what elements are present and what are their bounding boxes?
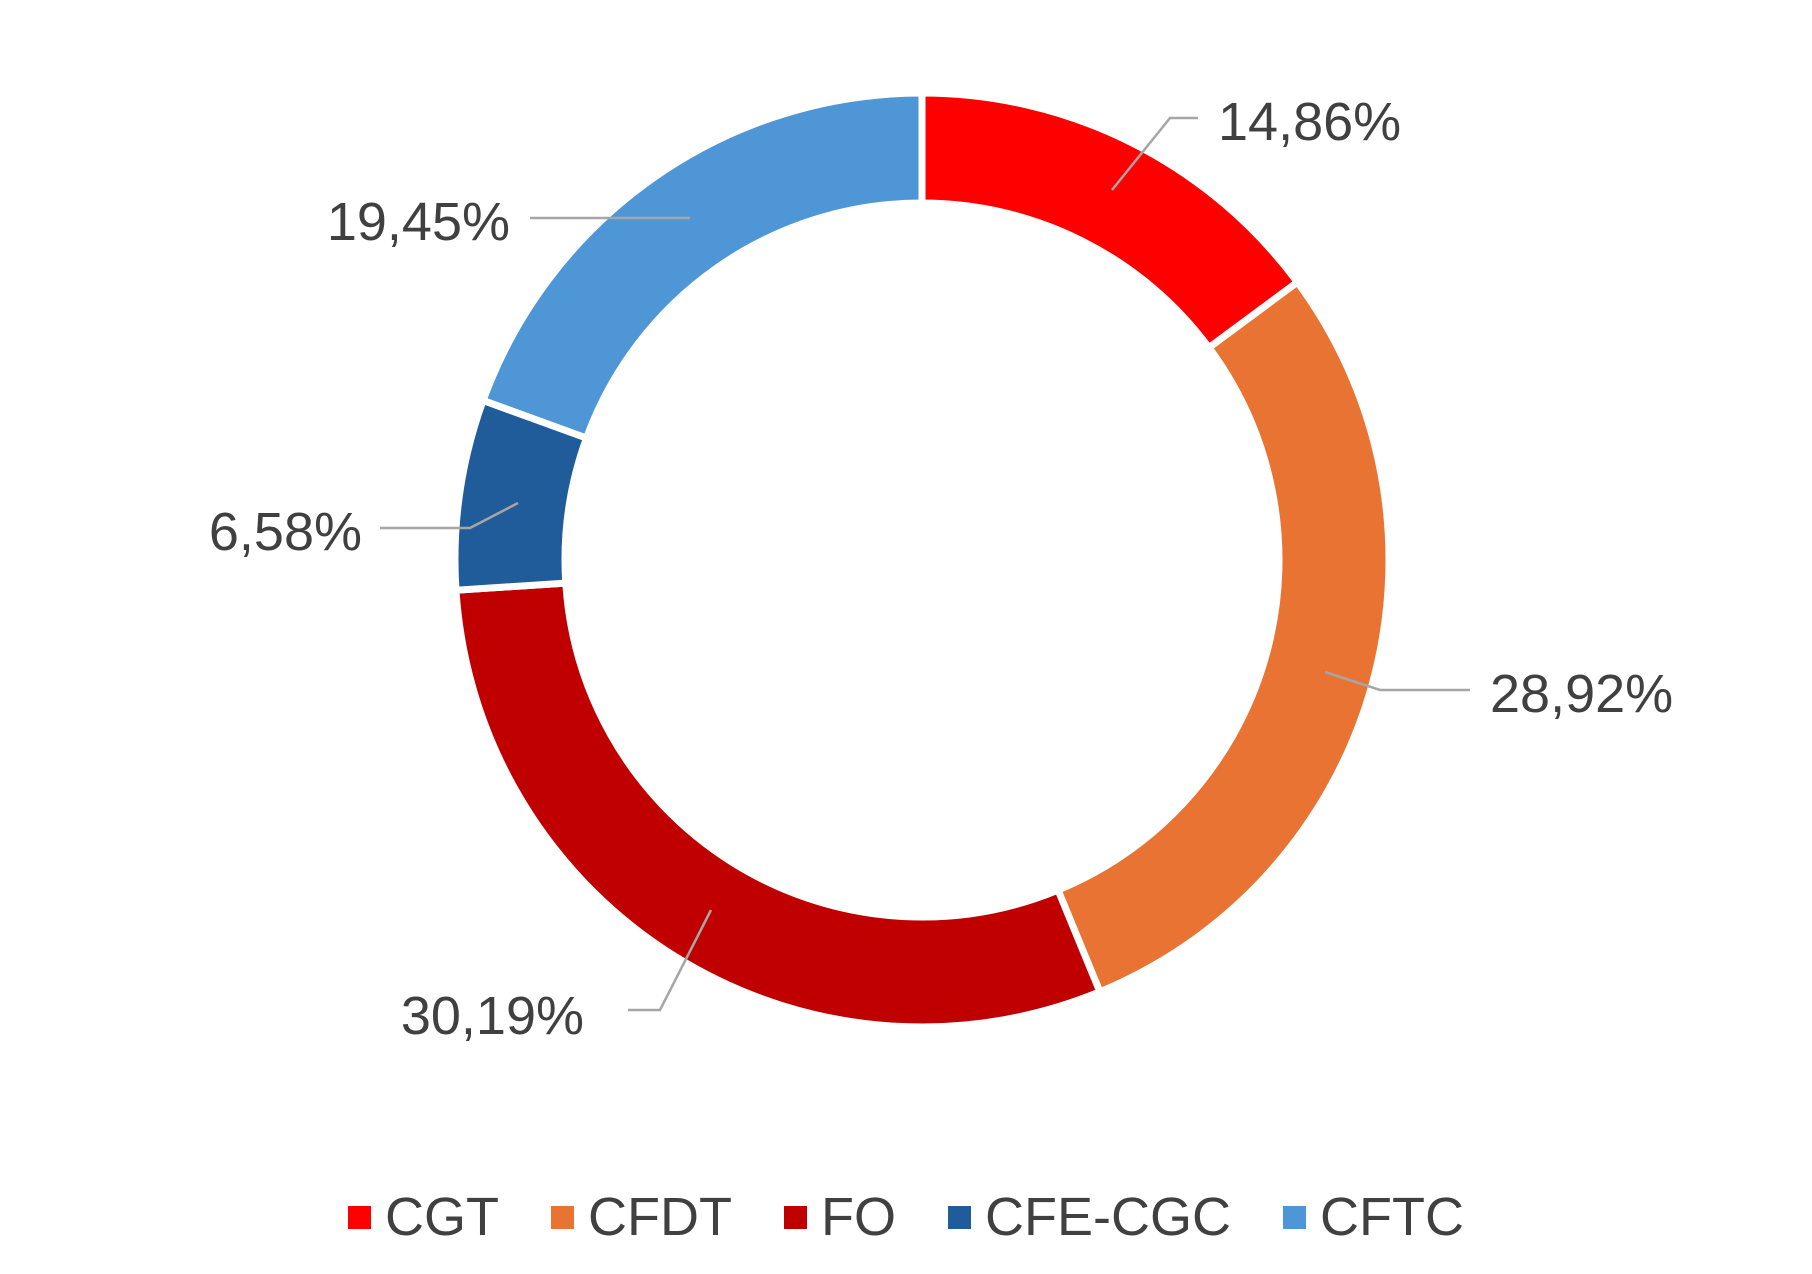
legend-item-fo: FO xyxy=(784,1190,896,1244)
data-labels-group: 14,86% 28,92% 30,19% 6,58% 19,45% xyxy=(209,92,1673,1046)
legend-item-cfe-cgc: CFE-CGC xyxy=(948,1190,1231,1244)
legend-swatch xyxy=(1282,1205,1306,1229)
legend-swatch xyxy=(948,1205,971,1229)
data-label-cfe-cgc: 6,58% xyxy=(209,502,362,562)
slice-fo xyxy=(452,579,1105,1031)
legend-swatch xyxy=(348,1205,372,1229)
leader-line-fo xyxy=(628,909,713,1012)
slice-cfdt xyxy=(1053,277,1393,997)
slices-group xyxy=(451,89,1393,1031)
data-label-cftc: 19,45% xyxy=(327,192,510,252)
legend-label: CGT xyxy=(385,1187,500,1247)
legend-swatch xyxy=(551,1205,575,1229)
leader-line-cfdt xyxy=(1324,670,1470,692)
legend-item-cfdt: CFDT xyxy=(551,1190,732,1244)
legend-label: CFDT xyxy=(588,1187,732,1247)
data-label-fo: 30,19% xyxy=(401,986,584,1046)
slice-cftc xyxy=(478,89,926,443)
legend-label: CFTC xyxy=(1319,1187,1464,1247)
legend-swatch xyxy=(784,1205,807,1229)
data-label-cfdt: 28,92% xyxy=(1490,664,1673,724)
legend-label: CFE-CGC xyxy=(985,1187,1231,1247)
leader-line-cfe-cgc xyxy=(380,501,519,530)
leader-lines-group xyxy=(380,116,1470,1012)
legend: CGT CFDT FO CFE-CGC CFTC xyxy=(0,1190,1812,1244)
legend-label: FO xyxy=(821,1187,896,1247)
legend-item-cftc: CFTC xyxy=(1282,1187,1464,1247)
legend-item-cgt: CGT xyxy=(348,1190,499,1244)
data-label-cgt: 14,86% xyxy=(1218,92,1401,152)
leader-line-cgt xyxy=(1111,116,1198,191)
